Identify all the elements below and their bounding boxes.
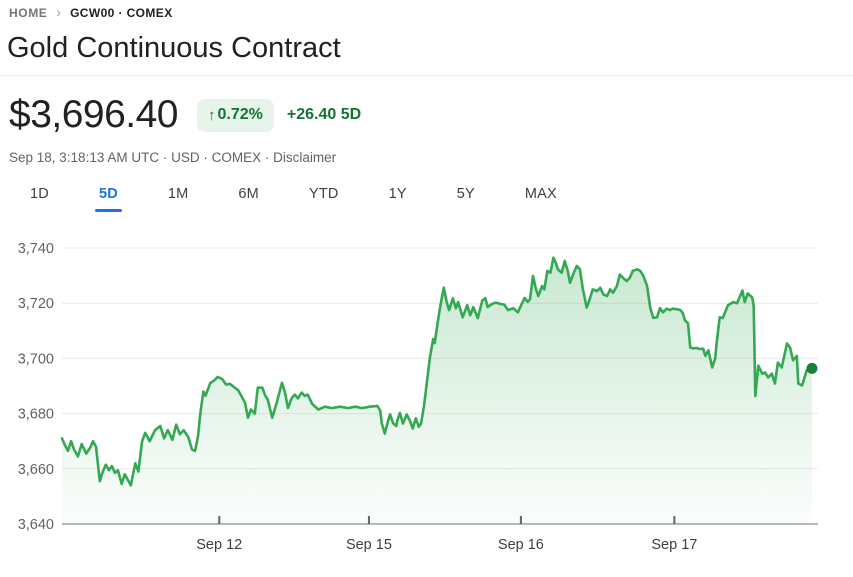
tab-label: 6M	[238, 186, 259, 202]
breadcrumb-home-link[interactable]: HOME	[9, 6, 48, 20]
price-line	[60, 256, 814, 487]
percent-change-value: 0.72%	[217, 106, 263, 123]
arrow-up-icon: ↑	[208, 106, 216, 124]
last-price-dot	[806, 362, 818, 374]
header-divider	[0, 75, 853, 76]
tab-label: 1M	[167, 186, 189, 202]
breadcrumb: HOME › GCW00 · COMEX	[0, 0, 853, 21]
current-price: $3,696.40	[9, 93, 179, 136]
tab-1y[interactable]: 1Y	[387, 182, 409, 212]
tab-label: 1Y	[388, 186, 407, 202]
y-axis-label: 3,740	[18, 241, 54, 257]
tab-1m[interactable]: 1M	[166, 182, 191, 212]
percent-change-badge: ↑ 0.72%	[197, 98, 274, 132]
y-axis-label: 3,720	[18, 296, 54, 312]
price-area-fill	[62, 257, 812, 524]
y-axis-label: 3,700	[18, 351, 54, 367]
x-axis-label: Sep 16	[498, 537, 544, 553]
tab-5d[interactable]: 5D	[94, 182, 122, 212]
tab-label: 5Y	[456, 186, 475, 202]
chevron-right-icon: ›	[56, 4, 62, 20]
y-axis-label: 3,680	[18, 407, 54, 423]
tab-6m[interactable]: 6M	[236, 182, 261, 212]
time-range-tabs: 1D 5D 1M 6M YTD 1Y 5Y MAX	[28, 182, 853, 212]
page-title: Gold Continuous Contract	[7, 32, 341, 64]
x-axis-label: Sep 15	[346, 537, 392, 553]
absolute-change-text: +26.40 5D	[286, 106, 362, 123]
y-axis-label: 3,660	[18, 462, 54, 478]
x-axis-label: Sep 17	[651, 537, 697, 553]
y-axis-label: 3,640	[18, 517, 54, 533]
price-chart-svg[interactable]: 3,740 3,720 3,700 3,680 3,660 3,640 Sep 12 Sep …	[0, 231, 853, 561]
tab-5y[interactable]: 5Y	[455, 182, 477, 212]
tab-label: YTD	[308, 186, 339, 202]
quote-timestamp: Sep 18, 3:18:13 AM UTC · USD · COMEX ·	[9, 150, 270, 165]
tab-label: 5D	[98, 186, 118, 202]
quote-meta: Sep 18, 3:18:13 AM UTC · USD · COMEX · D…	[9, 150, 853, 166]
active-tab-underline	[94, 208, 122, 212]
breadcrumb-symbol: GCW00 · COMEX	[70, 6, 173, 20]
quote-row: $3,696.40 ↑ 0.72% +26.40 5D	[9, 93, 853, 137]
price-chart[interactable]: 3,740 3,720 3,700 3,680 3,660 3,640 Sep 12 Sep …	[0, 231, 853, 561]
tab-max[interactable]: MAX	[523, 182, 559, 212]
tab-label: MAX	[524, 186, 557, 202]
tab-ytd[interactable]: YTD	[307, 182, 341, 212]
tab-label: 1D	[30, 186, 49, 202]
tab-1d[interactable]: 1D	[28, 182, 51, 212]
x-axis-label: Sep 12	[196, 537, 242, 553]
disclaimer-link[interactable]: Disclaimer	[273, 150, 337, 165]
